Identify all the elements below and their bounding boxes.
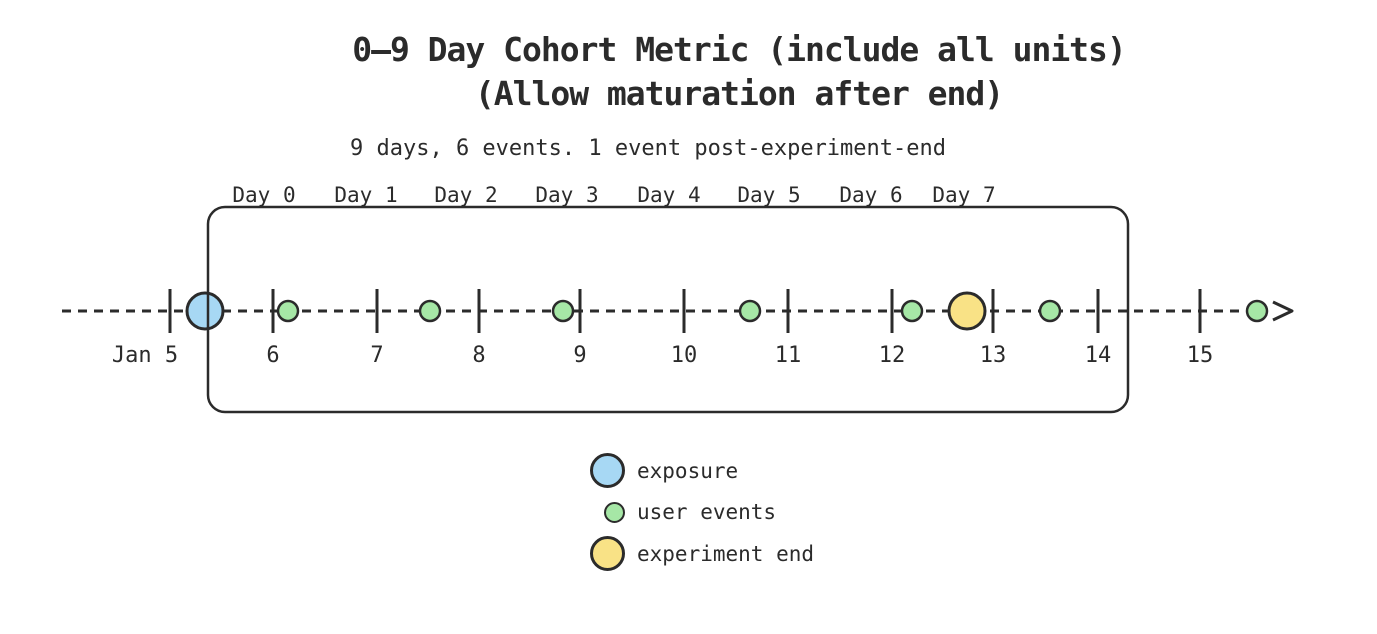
date-tick-label: 14 [1084,343,1112,368]
date-tick-label: 8 [472,343,486,368]
event-marker [1245,299,1269,323]
legend-item-experiment-end: experiment end [589,536,814,571]
day-label: Day 1 [334,183,398,207]
day-label: Day 6 [839,183,903,207]
legend-label: user events [637,500,777,524]
date-tick-label: 9 [573,343,587,368]
date-tick-label: 15 [1186,343,1214,368]
day-label: Day 4 [637,183,701,207]
diagram-subtitle: 9 days, 6 events. 1 event post-experimen… [349,136,947,161]
day-label: Day 3 [535,183,599,207]
exposure-legend-dot-icon [590,453,625,488]
legend-icon-column [589,501,625,523]
legend-item-exposure: exposure [589,453,814,488]
date-tick-label: 6 [266,343,280,368]
experiment-end-legend-dot-icon [590,536,625,571]
legend: exposure user events experiment end [589,453,814,571]
day-label: Day 0 [232,183,296,207]
diagram-title: 0–9 Day Cohort Metric (include all units… [352,28,1127,116]
event-marker [1038,299,1062,323]
legend-item-event: user events [589,500,814,524]
legend-label: exposure [637,458,739,483]
date-tick-label: 11 [774,343,802,368]
day-label: Day 5 [737,183,801,207]
day-label: Day 7 [932,183,996,207]
legend-icon-column [589,536,625,571]
day-label: Day 2 [434,183,498,207]
event-marker [276,299,300,323]
event-marker [418,299,442,323]
exposure-marker [185,291,225,331]
date-tick-label: Jan 5 [111,343,179,368]
legend-label: experiment end [637,541,815,566]
diagram-title-line2: (Allow maturation after end) [474,74,1004,113]
event-legend-dot-icon [604,501,625,523]
event-marker [738,299,762,323]
legend-icon-column [589,453,625,488]
experiment-end-marker [947,291,987,331]
date-tick-label: 10 [670,343,698,368]
date-tick-label: 7 [370,343,384,368]
event-marker [551,299,575,323]
metric-window-box [206,205,1130,414]
date-tick-label: 12 [878,343,906,368]
event-marker [900,299,924,323]
date-tick-label: 13 [979,343,1007,368]
diagram-title-line1: 0–9 Day Cohort Metric (include all units… [352,30,1127,69]
arrowhead-icon [1272,300,1294,322]
